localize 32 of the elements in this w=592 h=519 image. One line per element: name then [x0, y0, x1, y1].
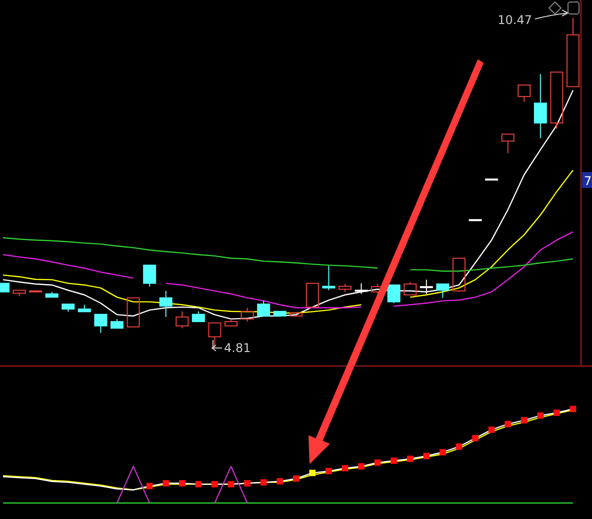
point — [342, 465, 348, 472]
annotation: 4.81 — [224, 341, 251, 355]
candlestick — [534, 74, 547, 139]
point — [212, 481, 218, 488]
point — [554, 410, 560, 416]
point — [537, 412, 544, 419]
point — [504, 420, 512, 428]
point — [374, 459, 381, 466]
point — [570, 406, 576, 412]
point — [358, 463, 364, 470]
text: 7 — [584, 174, 592, 188]
point — [406, 456, 414, 462]
point — [390, 458, 398, 464]
point — [162, 480, 170, 486]
point — [488, 426, 495, 433]
point — [456, 443, 462, 450]
point — [195, 481, 202, 488]
point — [326, 468, 332, 474]
point — [440, 449, 446, 456]
point — [472, 434, 478, 442]
point — [178, 480, 186, 486]
point — [423, 452, 430, 460]
point — [309, 470, 316, 476]
point — [520, 417, 528, 424]
point — [260, 479, 267, 486]
point — [244, 480, 250, 486]
point — [228, 481, 234, 488]
annotation: 10.47 — [498, 13, 532, 27]
candlestick — [159, 290, 172, 318]
point — [146, 482, 153, 490]
point — [292, 475, 300, 482]
point — [276, 478, 284, 485]
